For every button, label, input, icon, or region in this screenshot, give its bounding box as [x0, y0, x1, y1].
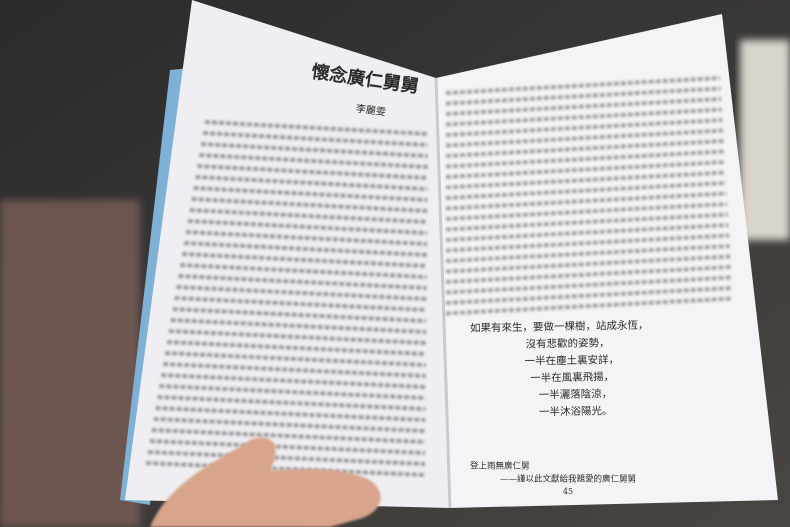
text-line — [147, 450, 426, 466]
left-body-text — [146, 120, 429, 477]
text-line — [445, 160, 725, 179]
hand — [150, 437, 381, 527]
text-line — [445, 181, 727, 200]
text-line — [445, 86, 721, 106]
text-line — [445, 118, 723, 137]
poem-line: 沒有悲歡的姿勢， — [525, 336, 609, 350]
text-line — [159, 384, 426, 400]
poem-line: 如果有來生，要做一棵樹，站成永恆， — [470, 318, 649, 334]
text-line — [445, 191, 727, 211]
text-line — [445, 244, 730, 263]
text-line — [180, 263, 427, 279]
poem-line: 一半沐浴陽光。 — [539, 404, 613, 418]
text-line — [445, 76, 721, 95]
text-line — [146, 461, 425, 477]
text-line — [201, 142, 428, 158]
author: 李麗雯 — [355, 102, 387, 119]
text-line — [445, 139, 724, 158]
text-line — [178, 274, 427, 290]
sleeve — [0, 200, 140, 527]
text-line — [185, 230, 428, 246]
signature: 登上雨無廣仁舅 — [470, 461, 530, 472]
text-line — [163, 362, 426, 378]
text-line — [191, 197, 428, 213]
text-line — [153, 417, 426, 433]
text-line — [445, 275, 732, 295]
text-line — [184, 241, 427, 257]
text-line — [168, 329, 427, 345]
text-line — [172, 307, 427, 323]
text-line — [445, 296, 733, 316]
text-line — [199, 153, 428, 169]
left-page — [125, 0, 450, 508]
text-line — [155, 406, 426, 422]
text-line — [204, 120, 429, 136]
spine — [434, 77, 452, 509]
text-line — [202, 131, 429, 147]
poem-line: 一半在塵土裏安詳， — [524, 353, 619, 368]
text-line — [445, 97, 722, 116]
background-object — [740, 40, 790, 240]
text-line — [445, 107, 722, 127]
signature: ——謹以此文獻給我親愛的廣仁舅舅 — [500, 474, 636, 485]
text-line — [157, 395, 426, 411]
text-line — [166, 340, 427, 356]
page-number: 45 — [563, 487, 573, 496]
poem-line: 一半灑落陰涼， — [539, 387, 613, 401]
text-line — [149, 439, 426, 455]
text-line — [197, 164, 428, 180]
text-line — [445, 212, 728, 232]
text-line — [445, 233, 730, 253]
text-line — [187, 219, 428, 235]
right-body-text — [445, 76, 733, 316]
text-line — [195, 175, 428, 191]
text-line — [445, 149, 725, 169]
text-line — [445, 223, 729, 242]
text-line — [193, 186, 428, 202]
poem-line: 一半在風裏飛揚， — [530, 370, 614, 384]
text-line — [170, 318, 427, 334]
text-line — [174, 296, 427, 312]
text-line — [445, 170, 726, 190]
text-line — [182, 252, 427, 268]
text-line — [165, 351, 426, 367]
text-line — [445, 286, 733, 305]
text-line — [189, 208, 428, 224]
text-line — [445, 202, 728, 221]
text-line — [445, 128, 724, 148]
text-line — [161, 373, 426, 389]
text-line — [151, 428, 426, 444]
text-line — [445, 265, 731, 284]
text-line — [445, 254, 731, 274]
